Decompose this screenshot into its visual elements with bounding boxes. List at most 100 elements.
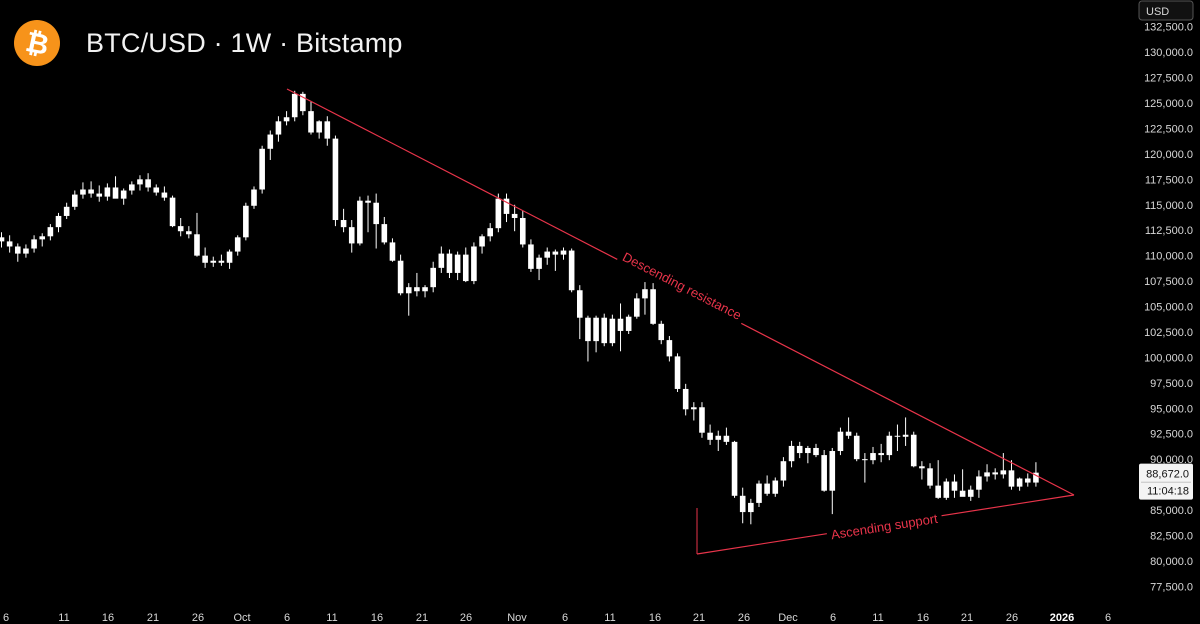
candle <box>340 208 347 233</box>
y-tick-label: 102,500.0 <box>1144 327 1193 339</box>
candle <box>169 195 176 228</box>
candle <box>772 477 779 497</box>
candle <box>560 247 567 260</box>
candle <box>471 242 477 285</box>
x-tick-label: 11 <box>326 612 337 624</box>
candle <box>381 216 388 245</box>
y-tick-label: 127,500.0 <box>1144 73 1193 85</box>
candle <box>226 249 233 269</box>
candle <box>601 313 608 347</box>
candle <box>243 202 249 241</box>
candle <box>984 464 990 482</box>
candle <box>829 447 836 515</box>
candle <box>796 441 803 459</box>
chart-title-bar: ₿ BTC/USD · 1W · Bitstamp <box>14 20 403 66</box>
candle <box>14 243 21 262</box>
x-tick-label: 16 <box>102 612 114 624</box>
candle <box>348 220 355 253</box>
candle <box>39 233 46 247</box>
candle <box>634 293 640 319</box>
candle <box>389 238 396 262</box>
candle <box>120 188 127 205</box>
candle <box>31 235 37 253</box>
x-tick-label: 21 <box>961 612 973 624</box>
current-price: 88,672.0 <box>1146 469 1189 481</box>
candle <box>145 173 151 192</box>
candle <box>300 91 306 116</box>
candle <box>886 431 893 461</box>
candle <box>405 283 412 316</box>
x-tick-label: 11 <box>604 612 615 624</box>
candle <box>682 383 689 416</box>
currency-button[interactable]: USD <box>1138 0 1194 21</box>
candle <box>552 249 559 271</box>
candle <box>88 181 94 198</box>
candle <box>316 120 322 139</box>
candle <box>397 254 404 296</box>
candle <box>112 176 119 199</box>
candle <box>935 460 941 499</box>
candle <box>992 468 998 480</box>
candle <box>625 314 632 334</box>
candle <box>96 185 103 202</box>
x-tick-label: 6 <box>3 612 9 624</box>
x-tick-label: 16 <box>649 612 661 624</box>
y-tick-label: 92,500.0 <box>1150 429 1193 441</box>
candle-series <box>0 90 1039 525</box>
candle <box>202 247 208 268</box>
candle <box>739 487 746 524</box>
y-tick-label: 82,500.0 <box>1150 530 1193 542</box>
currency-label: USD <box>1146 6 1169 18</box>
candle <box>642 282 648 315</box>
candle <box>658 320 665 345</box>
time-axis: 6 11 16 21 26 Oct 6 11 16 21 26 Nov 6 11 16 21 26 Dec 6 11 1… <box>3 612 1111 624</box>
candle <box>194 212 200 257</box>
x-tick-label: 26 <box>460 612 472 624</box>
candle <box>137 175 143 191</box>
candle <box>210 256 217 267</box>
candle <box>805 445 811 464</box>
bar-countdown: 11:04:18 <box>1147 486 1189 498</box>
candle <box>446 249 453 279</box>
candle <box>63 202 70 220</box>
y-tick-label: 110,000.0 <box>1145 251 1193 263</box>
candle <box>723 427 730 445</box>
candle <box>1000 453 1007 479</box>
candle <box>593 315 599 353</box>
candle <box>707 424 713 445</box>
candle <box>503 193 510 223</box>
candle <box>153 184 160 196</box>
price-badge-box <box>1139 463 1193 500</box>
y-tick-label: 90,000.0 <box>1150 454 1193 466</box>
x-tick-label: 6 <box>562 612 568 624</box>
y-tick-label: 85,000.0 <box>1150 505 1193 517</box>
x-tick-label: 2026 <box>1050 612 1074 624</box>
x-tick-label: 21 <box>147 612 159 624</box>
candle <box>275 116 282 142</box>
candle <box>177 217 184 237</box>
x-tick-label: Dec <box>778 612 798 624</box>
candle <box>72 190 78 210</box>
candle <box>1016 477 1023 491</box>
candle <box>699 402 705 438</box>
x-tick-label: Oct <box>233 612 250 624</box>
x-tick-label: 26 <box>738 612 750 624</box>
candle <box>365 195 371 233</box>
candle <box>234 235 241 256</box>
candle <box>666 336 673 362</box>
candle <box>422 285 428 298</box>
candle <box>104 183 111 201</box>
candle <box>414 272 420 297</box>
candle <box>430 261 436 293</box>
candle <box>609 314 616 347</box>
y-tick-label: 122,500.0 <box>1144 123 1193 135</box>
candle <box>691 402 697 421</box>
candle <box>585 315 591 362</box>
candle <box>487 223 493 242</box>
candle <box>862 453 868 483</box>
candle <box>259 145 265 194</box>
candle <box>308 100 314 135</box>
candle <box>715 430 722 452</box>
candle <box>780 457 787 487</box>
